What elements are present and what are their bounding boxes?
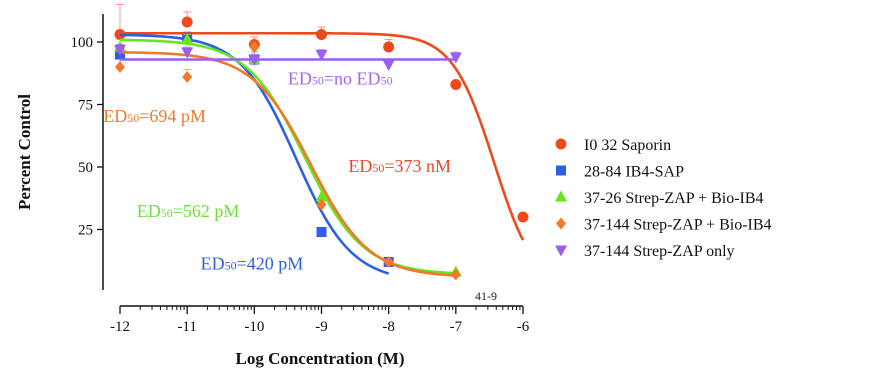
legend-item: 37-144 Strep-ZAP + Bio-IB4 <box>556 217 772 234</box>
x-axis-title: Log Concentration (M) <box>235 349 404 368</box>
data-point <box>450 268 461 281</box>
plot-area <box>114 4 529 281</box>
data-point <box>114 29 126 40</box>
legend-label: 37-26 Strep-ZAP + Bio-IB4 <box>584 190 764 207</box>
ed50-annotation: ED50=562 pM <box>137 201 240 221</box>
y-ticks: 25 50 75 100 <box>71 35 103 239</box>
series-5 <box>114 44 462 71</box>
y-tick-label: 25 <box>78 223 93 239</box>
ed50-annotation: ED50=420 pM <box>201 254 304 274</box>
series-4 <box>115 41 461 281</box>
data-point <box>382 60 395 71</box>
data-point <box>181 33 194 44</box>
fit-curve <box>119 51 456 277</box>
data-point <box>315 50 328 61</box>
data-point <box>316 29 327 40</box>
ed50-annotation: ED50=no ED50 <box>288 69 393 89</box>
x-tick-label: -11 <box>177 319 196 335</box>
legend-label: 37-144 Strep-ZAP + Bio-IB4 <box>584 217 772 234</box>
data-point <box>181 47 194 59</box>
x-tick-label: -6 <box>517 319 530 335</box>
ed50-annotation: ED50=694 pM <box>103 106 206 126</box>
legend-item: 28-84 IB4-SAP <box>556 164 684 181</box>
figure-code-label: 41-9 <box>475 289 497 303</box>
data-point <box>383 41 395 53</box>
y-tick-label: 100 <box>71 35 94 51</box>
x-tick-label: -12 <box>110 319 130 335</box>
legend-label: 37-144 Strep-ZAP only <box>584 243 735 260</box>
legend-label: I0 32 Saporin <box>584 137 671 154</box>
legend-item: 37-144 Strep-ZAP only <box>555 243 735 260</box>
y-tick-label: 50 <box>78 160 93 176</box>
x-ticks: -12 -11 -10 -9 -8 -7 -6 <box>110 306 530 335</box>
legend-marker <box>555 190 567 202</box>
data-point <box>449 52 462 64</box>
ed50-annotation: ED50=373 nM <box>348 156 451 176</box>
x-tick-label: -8 <box>382 319 395 335</box>
data-point <box>181 16 193 28</box>
data-point <box>316 198 327 211</box>
data-point <box>450 79 462 90</box>
x-tick-label: -9 <box>315 319 328 335</box>
x-tick-label: -10 <box>244 319 264 335</box>
legend-label: 28-84 IB4-SAP <box>584 164 684 181</box>
legend: I0 32 Saporin 28-84 IB4-SAP 37-26 Strep-ZA… <box>555 137 772 260</box>
data-point <box>383 256 394 268</box>
legend-marker <box>556 217 566 230</box>
legend-marker <box>556 165 566 176</box>
data-point <box>248 55 261 66</box>
legend-marker <box>555 138 567 150</box>
ed50-annotations: ED50=no ED50 ED50=694 pM ED50=373 nM ED50=5… <box>103 69 451 274</box>
data-point <box>249 41 260 53</box>
axes: -12 -11 -10 -9 -8 -7 -6 25 50 75 100 <box>71 14 530 335</box>
y-tick-label: 75 <box>78 98 93 114</box>
data-point <box>114 45 126 56</box>
data-point <box>315 190 328 202</box>
legend-item: 37-26 Strep-ZAP + Bio-IB4 <box>555 190 764 207</box>
data-point <box>517 211 529 223</box>
data-point <box>115 61 125 73</box>
legend-marker <box>555 245 567 257</box>
legend-item: I0 32 Saporin <box>555 137 671 154</box>
y-axis-title: Percent Control <box>15 94 34 210</box>
x-tick-label: -7 <box>450 319 463 335</box>
data-point <box>182 71 193 83</box>
data-point <box>316 227 327 237</box>
